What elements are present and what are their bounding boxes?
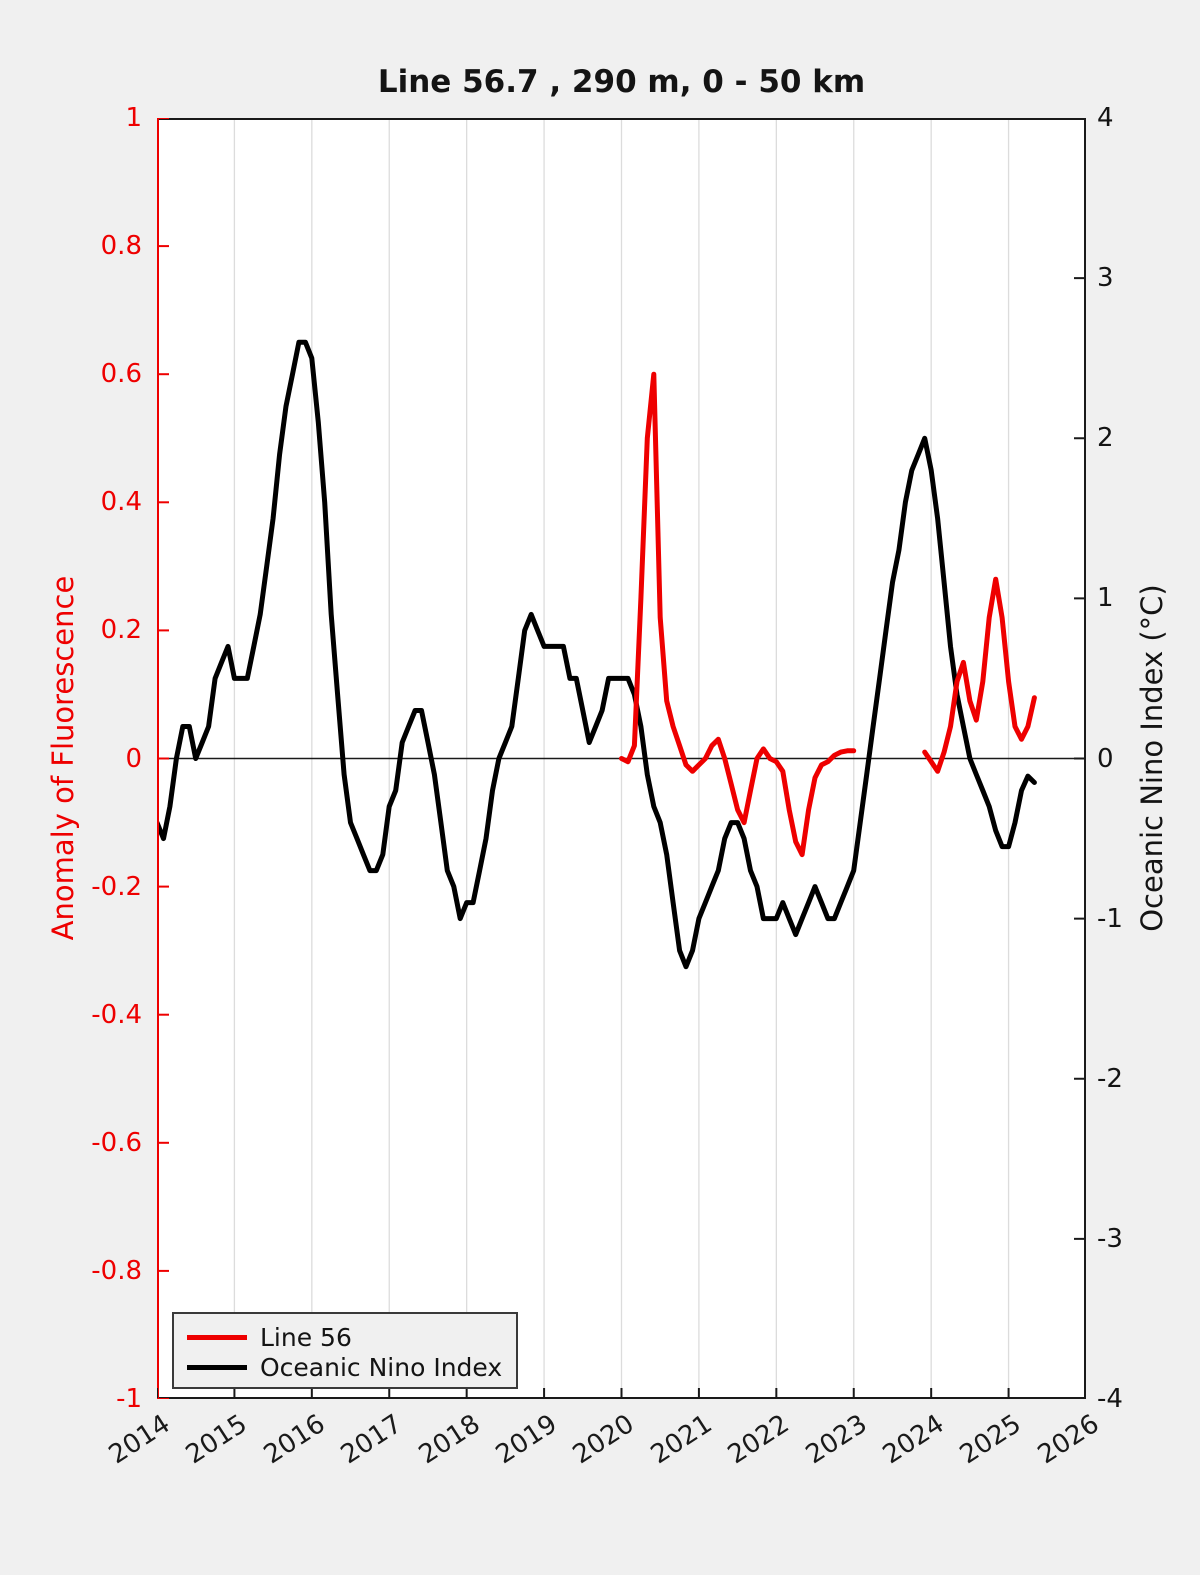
x-tick-label-2023: 2023: [800, 1409, 873, 1471]
x-tick-label-2022: 2022: [722, 1409, 795, 1471]
right-y-tick-label-1: 1: [1097, 583, 1114, 614]
legend-label-oni: Oceanic Nino Index: [260, 1352, 503, 1382]
series-line-56-seg0: [619, 371, 857, 858]
right-y-tick-label--4: -4: [1097, 1384, 1123, 1414]
x-tick-label-2024: 2024: [877, 1409, 950, 1471]
right-y-tick-label-0: 0: [1097, 743, 1114, 774]
left-y-tick-label--0.4: -0.4: [91, 999, 142, 1030]
left-y-tick-label--0.6: -0.6: [91, 1127, 142, 1158]
legend-entry-oni: Oceanic Nino Index: [187, 1352, 516, 1382]
x-tick-label-2019: 2019: [490, 1409, 563, 1471]
left-y-tick-label-1: 1: [125, 103, 142, 133]
right-y-tick-label--2: -2: [1097, 1063, 1123, 1094]
left-y-tick-label-0.2: 0.2: [100, 615, 142, 646]
right-y-tick-label-2: 2: [1097, 423, 1114, 454]
x-tick-label-2018: 2018: [413, 1409, 486, 1471]
legend-label-line56: Line 56: [260, 1322, 352, 1352]
left-y-tick-label-0.8: 0.8: [100, 231, 142, 262]
legend: Line 56 Oceanic Nino Index: [172, 1312, 518, 1389]
right-y-tick-label-4: 4: [1097, 103, 1114, 133]
left-y-tick-label-0: 0: [125, 743, 142, 774]
plot-area: [157, 118, 1086, 1399]
legend-swatch-line56: [187, 1334, 247, 1340]
right-y-axis-label: Oceanic Nino Index (°C): [1135, 584, 1169, 932]
chart-title: Line 56.7 , 290 m, 0 - 50 km: [377, 64, 866, 100]
right-y-tick-label-3: 3: [1097, 263, 1114, 294]
series-oceanic-nino-index-seg0: [157, 339, 1037, 970]
legend-entry-line56: Line 56: [187, 1322, 516, 1352]
right-y-tick-label--1: -1: [1097, 903, 1123, 934]
x-tick-label-2025: 2025: [955, 1409, 1027, 1471]
right-y-tick-label--3: -3: [1097, 1223, 1123, 1254]
series-line-56-seg1: [922, 576, 1037, 774]
x-tick-label-2014: 2014: [103, 1409, 176, 1471]
left-y-tick-label-0.4: 0.4: [100, 487, 142, 518]
x-tick-label-2020: 2020: [568, 1409, 640, 1471]
x-tick-label-2017: 2017: [335, 1409, 408, 1471]
legend-swatch-oni: [187, 1364, 247, 1370]
left-y-tick-label--0.8: -0.8: [91, 1255, 142, 1286]
x-tick-label-2026: 2026: [1032, 1409, 1105, 1471]
left-y-tick-label--0.2: -0.2: [91, 871, 142, 902]
x-tick-label-2021: 2021: [645, 1409, 718, 1471]
left-y-tick-label--1: -1: [116, 1384, 142, 1414]
chart-canvas: [157, 118, 1086, 1399]
left-y-tick-label-0.6: 0.6: [100, 359, 142, 390]
x-tick-label-2015: 2015: [180, 1409, 253, 1471]
x-tick-label-2016: 2016: [258, 1409, 331, 1471]
